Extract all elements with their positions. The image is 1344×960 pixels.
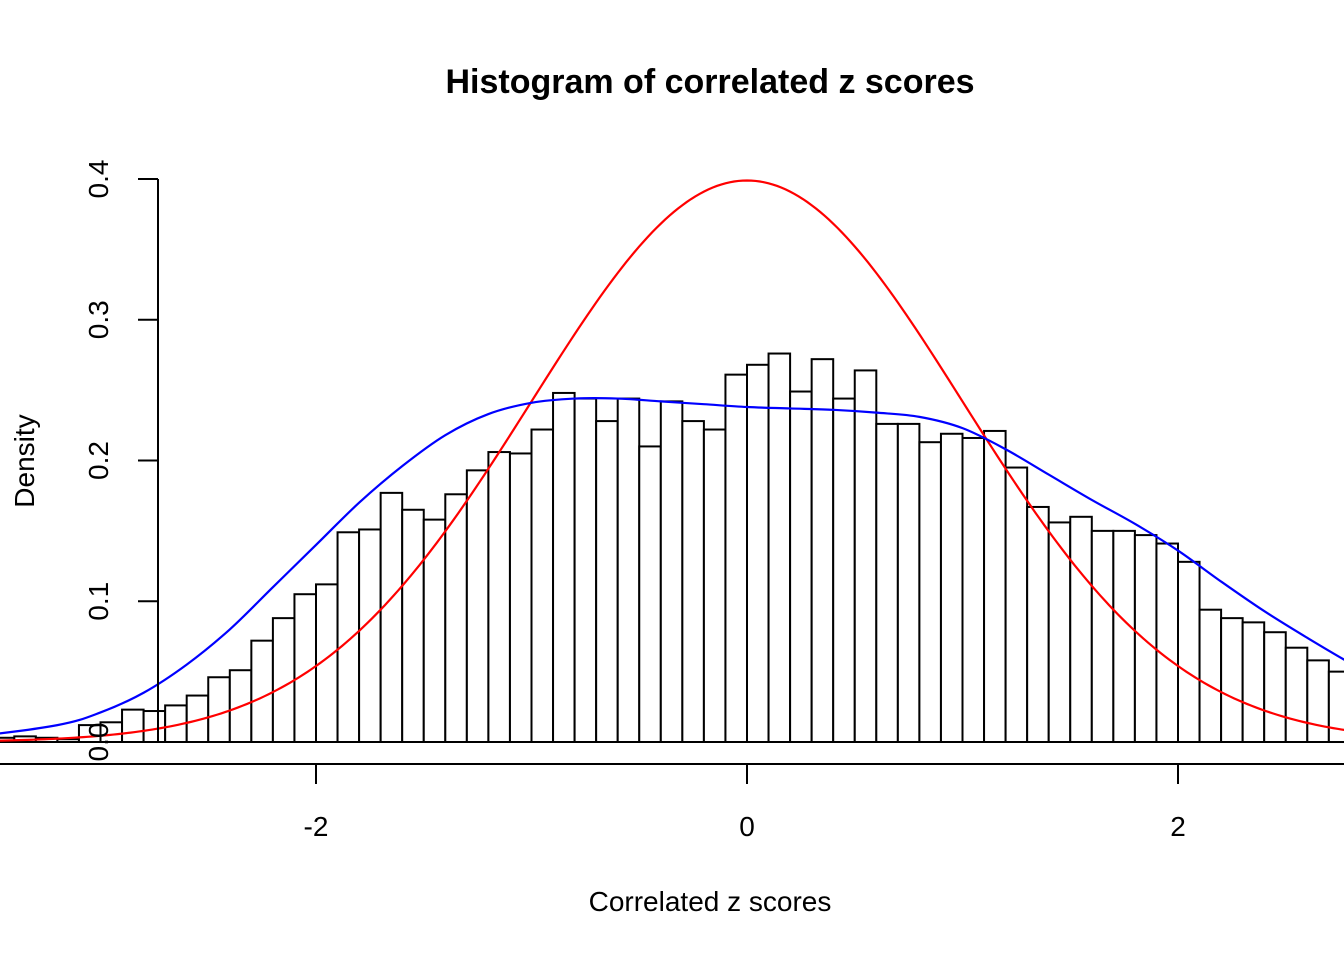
histogram-bar (1263, 631, 1287, 743)
histogram-bar (121, 708, 145, 744)
kernel-density-curve (0, 397, 1344, 735)
histogram-bar (853, 369, 878, 743)
histogram-bar (271, 617, 296, 744)
histogram-bar (336, 531, 361, 744)
histogram-bar (56, 738, 80, 743)
histogram-bar (810, 358, 835, 743)
y-axis-label: Density (9, 414, 40, 507)
histogram-bar (1155, 542, 1179, 743)
histogram-bar (379, 491, 404, 743)
histogram-bar (401, 508, 425, 744)
histogram-bar (1220, 617, 1244, 744)
histogram-bar (616, 397, 641, 743)
histogram-bar (1306, 659, 1330, 743)
histogram-bar (444, 493, 468, 743)
y-tick-label: 0.3 (83, 300, 114, 339)
histogram-bar (358, 528, 382, 743)
histogram-bar (1090, 529, 1115, 744)
histogram-bar (1327, 670, 1344, 744)
y-tick-label: 0.1 (83, 582, 114, 621)
x-axis-label: Correlated z scores (589, 886, 832, 917)
histogram-bar (1004, 466, 1029, 743)
normal-density-curve (0, 179, 1344, 742)
histogram-bar (1241, 621, 1266, 743)
y-tick-label: 0.0 (83, 723, 114, 762)
histogram-bar (1026, 505, 1050, 744)
histogram-bar (918, 441, 942, 743)
y-tick-label: 0.2 (83, 441, 114, 480)
histogram-bar (508, 452, 533, 743)
histogram-bar (530, 428, 555, 743)
histogram-bar (142, 710, 167, 744)
histogram-bar (1177, 560, 1201, 744)
histogram-bar (1112, 529, 1136, 744)
histogram-bar (702, 428, 727, 743)
x-axis: -4-2024 (0, 763, 1344, 842)
histogram-bar (832, 397, 856, 743)
y-tick-label: 0.4 (83, 160, 114, 199)
histogram-bar (875, 422, 899, 743)
histogram-bar (552, 391, 576, 743)
histogram-bar (1069, 515, 1093, 743)
histogram-bar (939, 432, 964, 743)
histogram-bar (207, 676, 231, 743)
histogram-bars (0, 352, 1344, 744)
histogram-bar (1198, 608, 1223, 743)
histogram-bar (465, 469, 490, 743)
histogram-bar (638, 445, 662, 743)
histogram-bar (983, 429, 1007, 743)
x-tick-label: -2 (304, 811, 329, 842)
histogram-bar (789, 390, 813, 743)
histogram-bar (961, 436, 986, 743)
histogram-bar (746, 363, 770, 743)
histogram-bar (681, 420, 705, 743)
histogram-bar (595, 420, 619, 743)
x-tick-label: 0 (739, 811, 755, 842)
histogram-bar (659, 400, 684, 743)
chart-title: Histogram of correlated z scores (445, 63, 974, 101)
density-curves (0, 179, 1344, 742)
y-axis: 0.0 0.1 0.2 0.3 0.4 (83, 160, 159, 762)
histogram-bar (250, 639, 274, 743)
x-tick-label: 2 (1170, 811, 1186, 842)
histogram-bar (573, 397, 598, 743)
histogram-bar (1284, 646, 1309, 744)
histogram-bar (487, 451, 511, 743)
histogram-bar (896, 422, 921, 743)
histogram-bar (724, 373, 749, 743)
histogram-bar (1133, 534, 1158, 743)
histogram-bar (767, 352, 792, 743)
histogram-bar (422, 518, 447, 743)
